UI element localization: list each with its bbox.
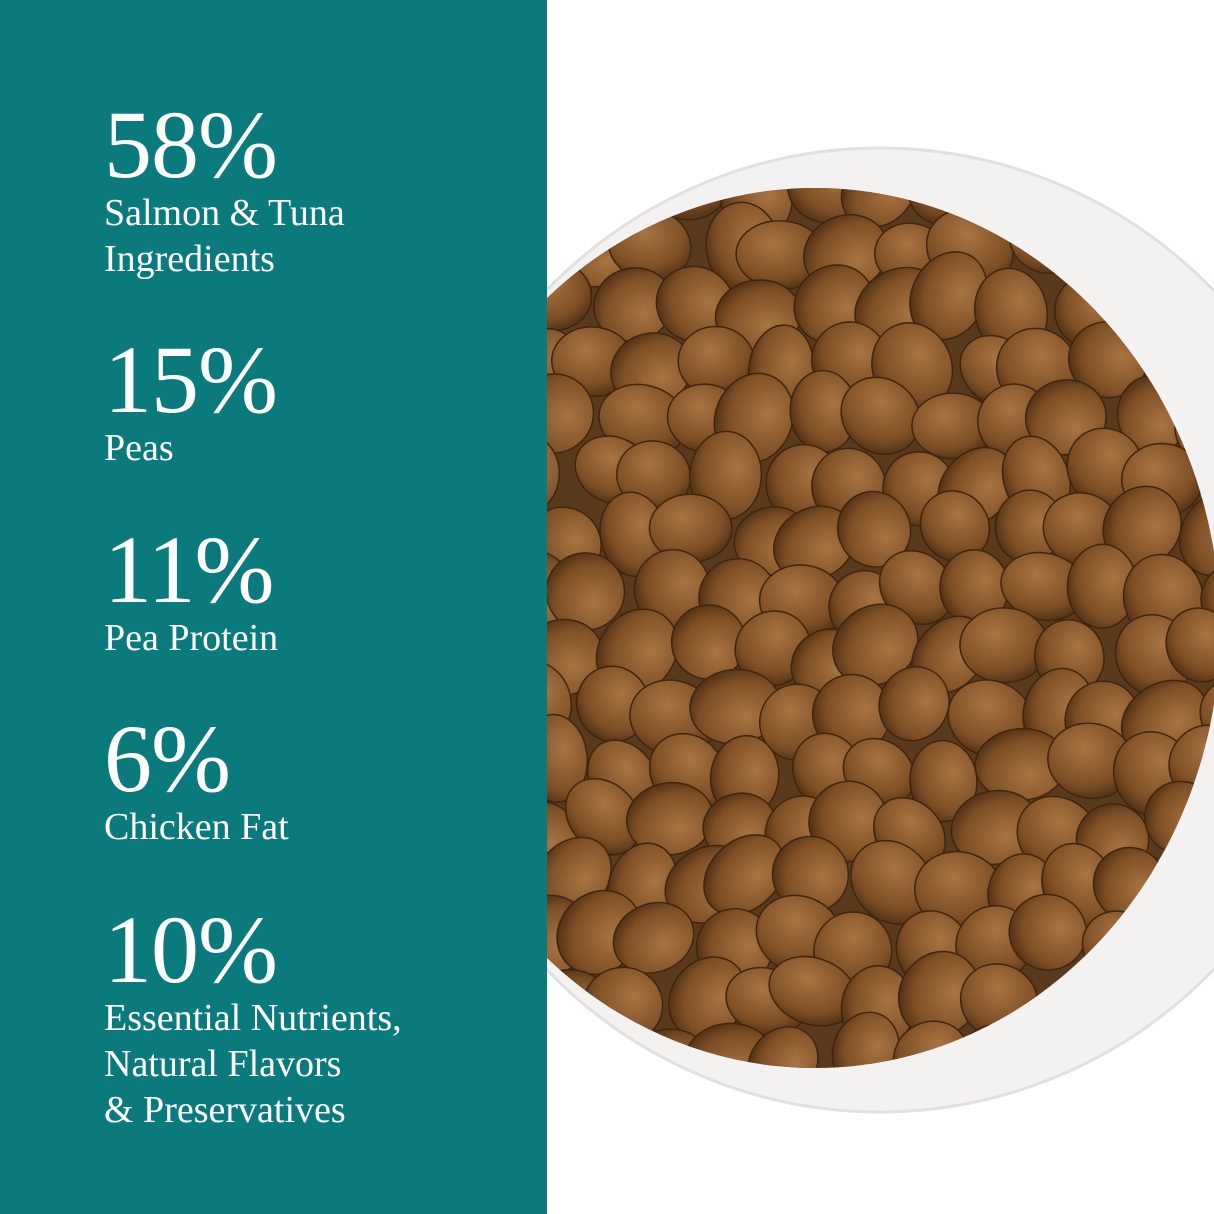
stat-label: Peas (104, 427, 174, 469)
kibble (878, 666, 950, 742)
ingredients-panel (0, 0, 547, 1214)
stat-salmon-tuna: 58% Salmon & Tuna Ingredients (104, 91, 345, 282)
stat-percent: 15% (104, 326, 278, 433)
stat-label: Salmon & Tuna Ingredients (104, 192, 345, 280)
stat-peas: 15% Peas (104, 326, 278, 471)
kibble (703, 834, 786, 916)
stat-percent: 58% (104, 91, 278, 198)
kibble (840, 376, 921, 456)
stat-label: Pea Protein (104, 617, 279, 659)
kibble (1165, 607, 1214, 683)
stat-percent: 11% (104, 516, 274, 623)
kibble (747, 1026, 819, 1068)
stat-chicken-fat: 6% Chicken Fat (104, 705, 289, 850)
kibble (1195, 1013, 1214, 1068)
stat-essential-nutrients: 10% Essential Nutrients, Natural Flavors… (104, 896, 402, 1133)
kibble (1199, 677, 1214, 753)
stat-label: Chicken Fat (104, 806, 289, 848)
kibble (1200, 560, 1214, 638)
stat-pea-protein: 11% Pea Protein (104, 516, 279, 661)
kibble (612, 901, 695, 974)
stat-percent: 6% (104, 705, 231, 812)
kibble (1183, 188, 1214, 227)
stat-label: Essential Nutrients, Natural Flavors & P… (104, 997, 402, 1131)
stat-percent: 10% (104, 896, 278, 1003)
kibble (909, 739, 978, 823)
